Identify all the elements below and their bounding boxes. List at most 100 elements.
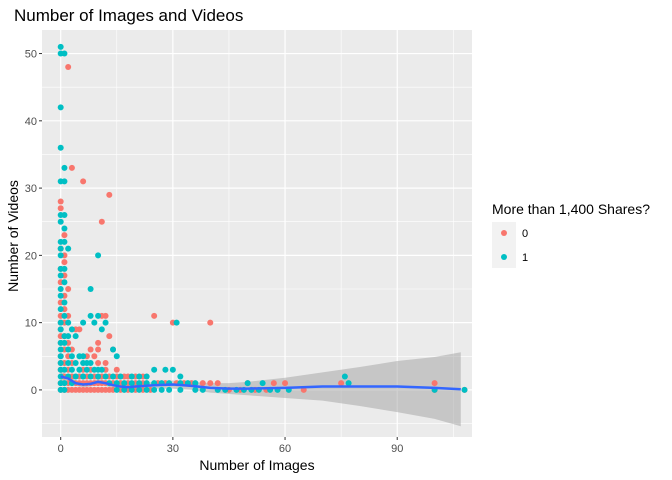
data-point — [338, 380, 345, 387]
y-tick-label: 30 — [25, 183, 37, 195]
data-point — [87, 346, 94, 353]
data-point — [76, 326, 83, 333]
data-point — [151, 386, 158, 393]
data-point — [68, 366, 75, 373]
data-point — [61, 299, 68, 306]
chart-title: Number of Images and Videos — [14, 6, 243, 25]
data-point — [207, 380, 214, 387]
data-point — [91, 319, 98, 326]
data-point — [61, 259, 68, 266]
data-point — [61, 50, 68, 57]
data-point — [87, 373, 94, 380]
data-point — [113, 353, 120, 360]
data-point — [83, 366, 90, 373]
data-point — [106, 333, 113, 340]
data-point — [345, 380, 352, 387]
data-point — [61, 279, 68, 286]
data-point — [80, 319, 87, 326]
data-point — [61, 312, 68, 319]
y-axis-title: Number of Videos — [5, 180, 21, 292]
y-tick-label: 10 — [25, 318, 37, 330]
data-point — [91, 353, 98, 360]
data-point — [244, 380, 251, 387]
data-point — [113, 366, 120, 373]
data-point — [57, 353, 64, 360]
data-point — [57, 346, 64, 353]
data-point — [214, 380, 221, 387]
data-point — [57, 205, 64, 212]
data-point — [461, 386, 468, 393]
data-point — [102, 373, 109, 380]
data-point — [80, 178, 87, 185]
data-point — [177, 386, 184, 393]
data-point — [57, 326, 64, 333]
data-point — [76, 366, 83, 373]
data-point — [57, 319, 64, 326]
data-point — [192, 386, 199, 393]
data-point — [61, 238, 68, 245]
data-point — [102, 312, 109, 319]
data-point — [177, 373, 184, 380]
data-point — [57, 198, 64, 205]
data-point — [72, 373, 79, 380]
data-point — [57, 272, 64, 279]
data-point — [106, 191, 113, 198]
data-point — [72, 333, 79, 340]
data-point — [259, 380, 266, 387]
data-point — [61, 164, 68, 171]
data-point — [57, 252, 64, 259]
data-point — [72, 360, 79, 366]
x-axis-title: Number of Images — [199, 457, 314, 473]
y-tick-label: 20 — [25, 250, 37, 262]
data-point — [98, 326, 105, 333]
data-point — [270, 380, 277, 387]
data-point — [61, 339, 68, 346]
data-point — [57, 245, 64, 252]
smooth-line — [60, 375, 461, 391]
data-point — [65, 346, 72, 353]
data-point — [87, 312, 94, 319]
legend-label-1: 1 — [522, 252, 528, 264]
data-point — [98, 218, 105, 225]
legend-title: More than 1,400 Shares? — [492, 201, 650, 217]
legend-label-0: 0 — [522, 228, 528, 240]
y-tick-label: 0 — [31, 385, 37, 397]
data-point — [128, 386, 135, 393]
data-point — [61, 225, 68, 232]
legend: More than 1,400 Shares? 0 1 — [492, 201, 650, 268]
series-1 — [57, 43, 468, 393]
data-point — [151, 312, 158, 319]
legend-key-1 — [501, 254, 507, 260]
data-point — [57, 43, 64, 50]
data-point — [95, 252, 102, 259]
data-point — [95, 339, 102, 346]
data-point — [68, 164, 75, 171]
y-tick-label: 40 — [25, 116, 37, 128]
data-point — [61, 366, 68, 373]
data-point — [61, 212, 68, 218]
data-point — [65, 333, 72, 340]
data-point — [95, 346, 102, 353]
data-point — [65, 64, 72, 70]
data-point — [57, 104, 64, 111]
data-point — [65, 319, 72, 326]
data-point — [57, 218, 64, 225]
data-point — [102, 319, 109, 326]
grid-minor — [42, 30, 472, 437]
y-axis-ticks: 0 10 20 30 40 50 — [25, 49, 42, 397]
data-point — [61, 386, 68, 393]
plot-panel — [42, 30, 472, 437]
data-point — [110, 373, 117, 380]
data-point — [162, 366, 169, 373]
x-tick-label: 90 — [391, 443, 403, 455]
data-point — [57, 360, 64, 366]
data-point — [65, 286, 72, 292]
data-point — [95, 360, 102, 366]
data-point — [143, 373, 150, 380]
x-tick-label: 0 — [58, 443, 64, 455]
data-point — [110, 346, 117, 353]
data-point — [57, 306, 64, 313]
data-point — [95, 373, 102, 380]
data-point — [199, 380, 206, 387]
data-point — [80, 353, 87, 360]
